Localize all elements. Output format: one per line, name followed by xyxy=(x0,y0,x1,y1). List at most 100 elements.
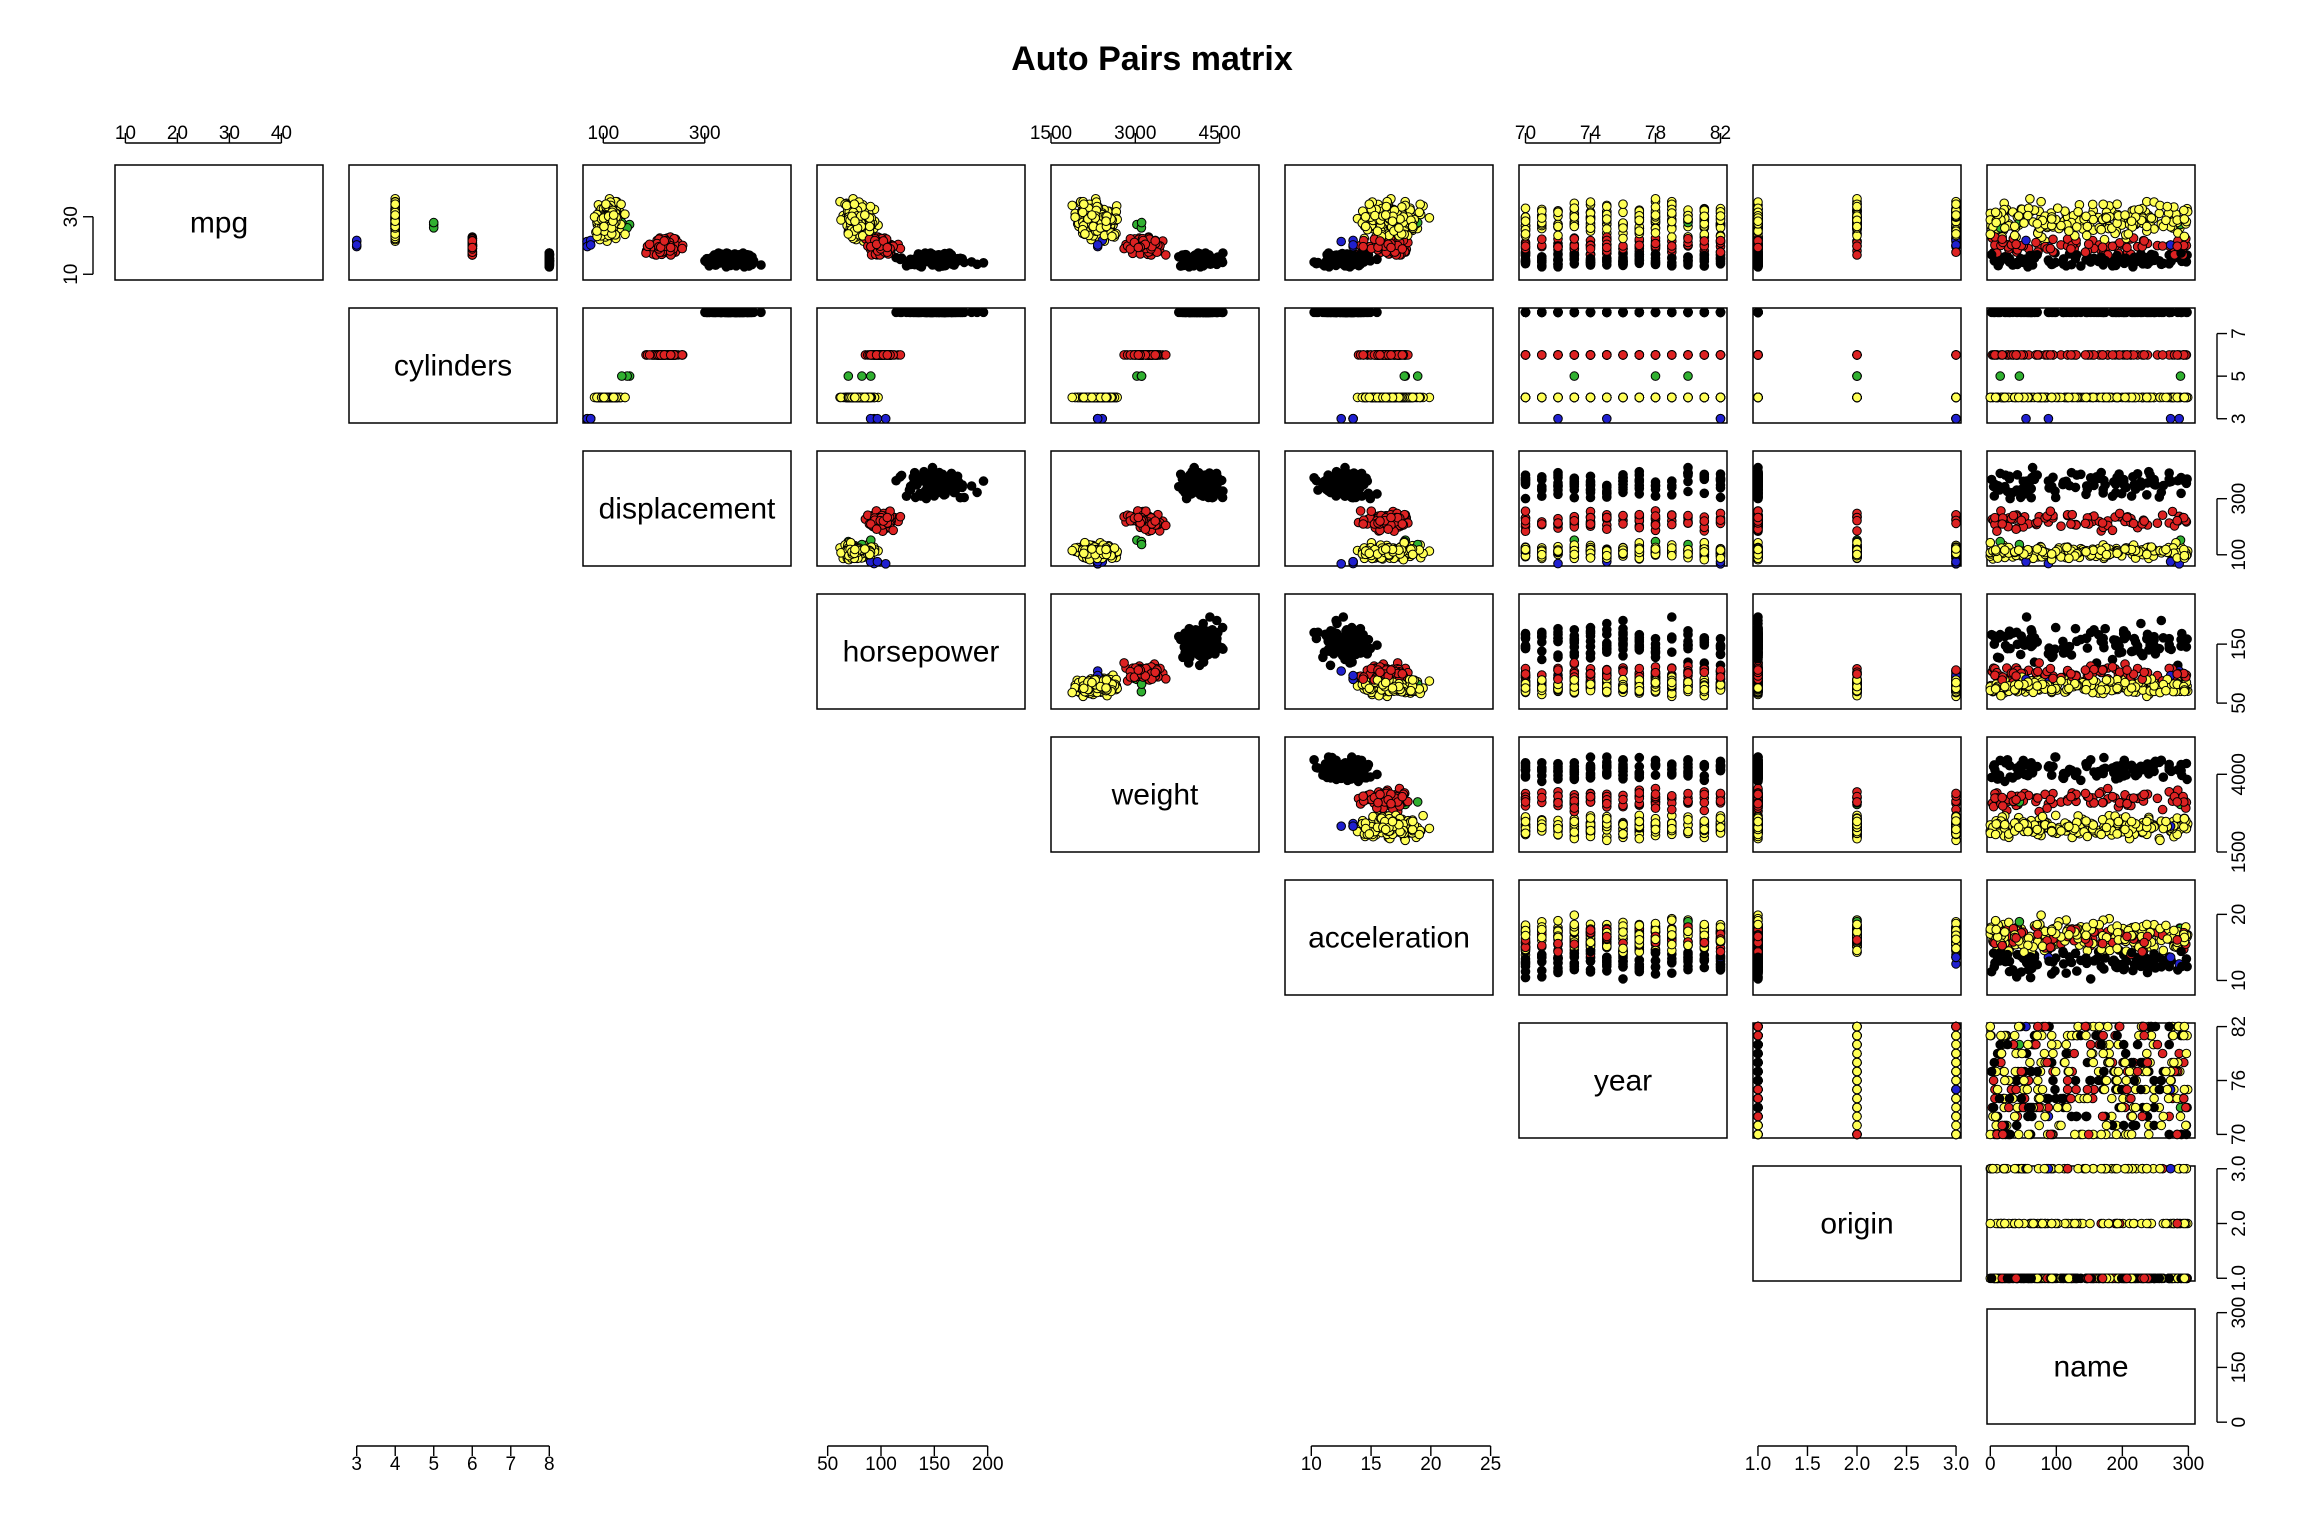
point-mpg-name-285 xyxy=(2058,257,2068,267)
point-mpg-name-378 xyxy=(2112,199,2122,209)
point-cylinders-acceleration-389 xyxy=(1375,350,1385,360)
point-mpg-name-358 xyxy=(2123,229,2134,239)
panel-horsepower-origin xyxy=(1752,593,1962,710)
panel-cylinders-origin xyxy=(1752,307,1962,424)
point-mpg-cylinders-221 xyxy=(428,217,439,228)
point-mpg-weight-328 xyxy=(1092,240,1103,250)
point-mpg-horsepower-324 xyxy=(836,215,846,225)
point-mpg-name-389 xyxy=(2139,236,2149,246)
panel-year-year xyxy=(1518,1022,1728,1139)
point-cylinders-weight-388 xyxy=(1207,307,1218,318)
point-mpg-horsepower-382 xyxy=(946,249,957,260)
point-mpg-displacement-389 xyxy=(659,236,670,246)
point-cylinders-horsepower-388 xyxy=(955,307,966,318)
point-mpg-acceleration-389 xyxy=(1375,236,1385,246)
var-label-acceleration: acceleration xyxy=(1308,922,1470,955)
point-mpg-year-382 xyxy=(1634,249,1645,260)
point-mpg-year-390 xyxy=(1650,210,1661,220)
panel-weight-weight xyxy=(1050,736,1260,853)
point-cylinders-horsepower-239 xyxy=(978,307,989,318)
point-mpg-year-352 xyxy=(1553,207,1563,218)
point-mpg-name-391 xyxy=(2122,242,2132,253)
point-mpg-year-321 xyxy=(1650,202,1661,212)
point-cylinders-weight-385 xyxy=(1101,392,1111,403)
point-mpg-horsepower-358 xyxy=(843,229,854,239)
panel-mpg-origin xyxy=(1752,164,1962,281)
point-mpg-acceleration-380 xyxy=(1407,221,1418,232)
point-mpg-cylinders-328 xyxy=(351,240,362,250)
point-mpg-year-238 xyxy=(1699,250,1710,261)
panel-horsepower-year xyxy=(1518,593,1728,710)
point-mpg-year-385 xyxy=(1520,216,1531,226)
point-mpg-year-380 xyxy=(1569,221,1580,232)
var-label-cylinders: cylinders xyxy=(394,350,512,383)
point-cylinders-weight-328 xyxy=(1092,413,1103,424)
point-cylinders-weight-390 xyxy=(1087,392,1097,403)
point-mpg-origin-378 xyxy=(1951,199,1961,209)
panel-weight-origin xyxy=(1752,736,1962,853)
point-mpg-origin-391 xyxy=(1753,242,1763,253)
point-mpg-year-374 xyxy=(1667,253,1677,264)
point-mpg-year-349 xyxy=(1585,244,1596,254)
panel-displacement-weight xyxy=(1050,450,1260,567)
point-mpg-acceleration-158 xyxy=(1415,199,1425,210)
point-mpg-name-384 xyxy=(2118,255,2129,266)
point-mpg-origin-345 xyxy=(1951,247,1961,257)
point-cylinders-weight-391 xyxy=(1133,350,1144,360)
point-cylinders-weight-299 xyxy=(1067,392,1077,403)
point-cylinders-year-217 xyxy=(1667,350,1677,360)
point-mpg-year-367 xyxy=(1683,214,1693,224)
panel-mpg-weight xyxy=(1050,164,1260,281)
point-mpg-year-334 xyxy=(1585,253,1596,264)
point-cylinders-displacement-330 xyxy=(620,392,630,403)
point-mpg-name-140 xyxy=(2087,199,2098,210)
panel-horsepower-horsepower xyxy=(816,593,1026,710)
point-mpg-acceleration-391 xyxy=(1386,242,1396,253)
point-mpg-year-353 xyxy=(1537,234,1547,244)
point-mpg-name-343 xyxy=(1991,217,2001,228)
point-cylinders-horsepower-221 xyxy=(857,371,867,381)
point-mpg-year-388 xyxy=(1569,254,1580,264)
point-mpg-name-351 xyxy=(2179,231,2190,242)
point-cylinders-horsepower-198 xyxy=(966,307,977,318)
point-mpg-name-353 xyxy=(1997,234,2007,244)
point-mpg-year-360 xyxy=(1602,214,1612,224)
point-mpg-origin-331 xyxy=(1852,201,1862,212)
point-mpg-displacement-388 xyxy=(701,254,712,264)
point-mpg-origin-380 xyxy=(1852,221,1862,232)
point-mpg-year-358 xyxy=(1520,229,1531,239)
point-mpg-name-380 xyxy=(2142,221,2152,232)
point-mpg-year-258 xyxy=(1618,233,1628,244)
point-mpg-displacement-330 xyxy=(620,229,630,240)
point-mpg-horsepower-391 xyxy=(882,242,893,253)
var-label-year: year xyxy=(1594,1065,1652,1098)
point-mpg-name-257 xyxy=(2048,259,2058,269)
point-cylinders-acceleration-221 xyxy=(1412,371,1423,381)
point-mpg-origin-388 xyxy=(1753,254,1763,264)
panel-displacement-year xyxy=(1518,450,1728,567)
point-cylinders-acceleration-379 xyxy=(1357,307,1367,318)
point-cylinders-year-211 xyxy=(1618,350,1628,360)
point-mpg-year-191 xyxy=(1602,224,1612,234)
point-cylinders-displacement-339 xyxy=(677,350,688,360)
panel-cylinders-displacement xyxy=(582,307,792,424)
point-mpg-origin-358 xyxy=(1951,229,1961,239)
point-mpg-year-331 xyxy=(1602,201,1612,212)
point-mpg-cylinders-378 xyxy=(390,199,401,209)
point-cylinders-horsepower-385 xyxy=(850,392,860,403)
var-label-origin: origin xyxy=(1820,1208,1893,1241)
point-mpg-year-272 xyxy=(1537,262,1547,272)
point-mpg-name-139 xyxy=(2025,194,2035,204)
point-mpg-name-294 xyxy=(2081,230,2092,241)
point-mpg-year-315 xyxy=(1520,203,1531,214)
point-cylinders-year-153 xyxy=(1553,413,1563,424)
point-mpg-acceleration-335 xyxy=(1370,210,1380,221)
point-mpg-year-384 xyxy=(1683,255,1693,266)
point-mpg-year-288 xyxy=(1683,233,1693,244)
point-mpg-name-217 xyxy=(2157,241,2168,251)
point-mpg-year-389 xyxy=(1699,236,1710,246)
point-mpg-name-386 xyxy=(2011,239,2021,250)
point-cylinders-horsepower-379 xyxy=(916,307,926,318)
point-mpg-name-329 xyxy=(2083,239,2094,249)
point-mpg-cylinders-390 xyxy=(390,210,401,220)
